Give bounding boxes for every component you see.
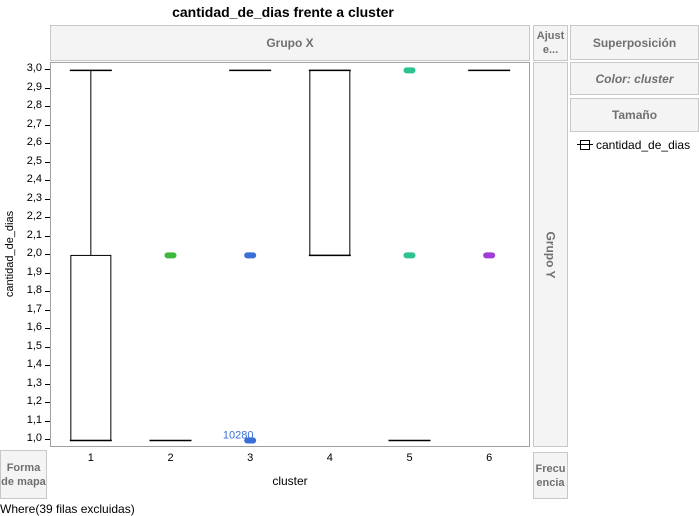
y-tick-mark [45,291,50,293]
box-rect [309,69,351,256]
size-label: Tamaño [611,108,658,122]
box-legend-icon [577,140,593,150]
overlay-label: Superposición [592,35,677,50]
box-rect [70,254,112,441]
y-tick-label: 2,0 [26,247,42,260]
legend-item[interactable]: cantidad_de_dias [577,138,691,152]
plot-svg: 10280 [69,67,511,444]
outlier-point [483,252,496,259]
y-tick-label: 3,0 [26,62,42,75]
map-shape-label: Forma de mapa [1,461,46,488]
x-tick-label: 1 [87,452,94,464]
y-tick-label: 2,8 [26,99,42,112]
outlier-point [403,67,416,74]
y-tick-mark [45,106,50,108]
y-tick-mark [45,180,50,182]
x-tick-label: 5 [406,452,413,464]
y-tick-mark [45,235,50,237]
y-tick-label: 1,9 [26,265,42,278]
y-tick-label: 1,6 [26,321,42,334]
y-tick-mark [45,69,50,71]
point-label: 10280 [223,429,254,441]
outlier-point [244,437,257,444]
x-tick-label: 3 [247,452,254,464]
y-tick-mark [45,217,50,219]
y-tick-label: 2,9 [26,80,42,93]
where-footer: Where(39 filas excluidas) [0,502,135,516]
plot-area[interactable]: 10280 [50,62,530,447]
y-tick-label: 1,1 [26,413,42,426]
legend-item-label: cantidad_de_dias [596,138,691,152]
y-tick-mark [45,346,50,348]
y-tick-label: 1,7 [26,302,42,315]
y-tick-label: 2,7 [26,117,42,130]
group-x-label: Grupo X [266,36,314,50]
map-shape-zone[interactable]: Forma de mapa [0,450,47,499]
y-tick-label: 1,0 [26,432,42,445]
y-tick-label: 1,2 [26,395,42,408]
frequency-zone[interactable]: Frecu encia [533,452,568,499]
fit-zone[interactable]: Ajust e... [533,25,568,61]
y-tick-mark [45,143,50,145]
y-tick-mark [45,124,50,126]
color-label: Color: cluster [595,71,674,86]
fit-label: Ajust e... [536,30,565,56]
y-tick-label: 1,5 [26,339,42,352]
y-tick-mark [45,328,50,330]
y-tick-label: 1,8 [26,284,42,297]
y-tick-label: 2,2 [26,210,42,223]
y-tick-mark [45,254,50,256]
y-tick-label: 2,6 [26,136,42,149]
y-tick-mark [45,161,50,163]
group-y-label: Grupo Y [543,230,558,279]
color-zone[interactable]: Color: cluster [570,62,699,95]
x-tick-label: 4 [326,452,333,464]
frequency-label: Frecu encia [535,462,566,489]
x-tick-label: 2 [167,452,174,464]
y-tick-mark [45,383,50,385]
x-tick-label: 6 [486,452,493,464]
group-x-zone[interactable]: Grupo X [50,25,530,61]
y-tick-mark [45,420,50,422]
y-tick-label: 2,5 [26,154,42,167]
outlier-point [164,252,177,259]
y-tick-label: 1,4 [26,358,42,371]
x-axis-label: cluster [272,474,308,488]
y-tick-mark [45,309,50,311]
y-tick-mark [45,198,50,200]
y-tick-mark [45,402,50,404]
y-tick-mark [45,439,50,441]
outlier-point [403,252,416,259]
outlier-point [244,252,257,259]
y-tick-mark [45,272,50,274]
y-tick-mark [45,365,50,367]
y-tick-label: 2,4 [26,173,42,186]
chart-title: cantidad_de_dias frente a cluster [172,4,394,20]
y-tick-label: 2,3 [26,191,42,204]
y-tick-label: 1,3 [26,376,42,389]
y-tick-label: 2,1 [26,228,42,241]
size-zone[interactable]: Tamaño [570,98,699,132]
overlay-zone[interactable]: Superposición [570,25,699,60]
group-y-zone[interactable]: Grupo Y [533,62,568,447]
y-tick-mark [45,87,50,89]
